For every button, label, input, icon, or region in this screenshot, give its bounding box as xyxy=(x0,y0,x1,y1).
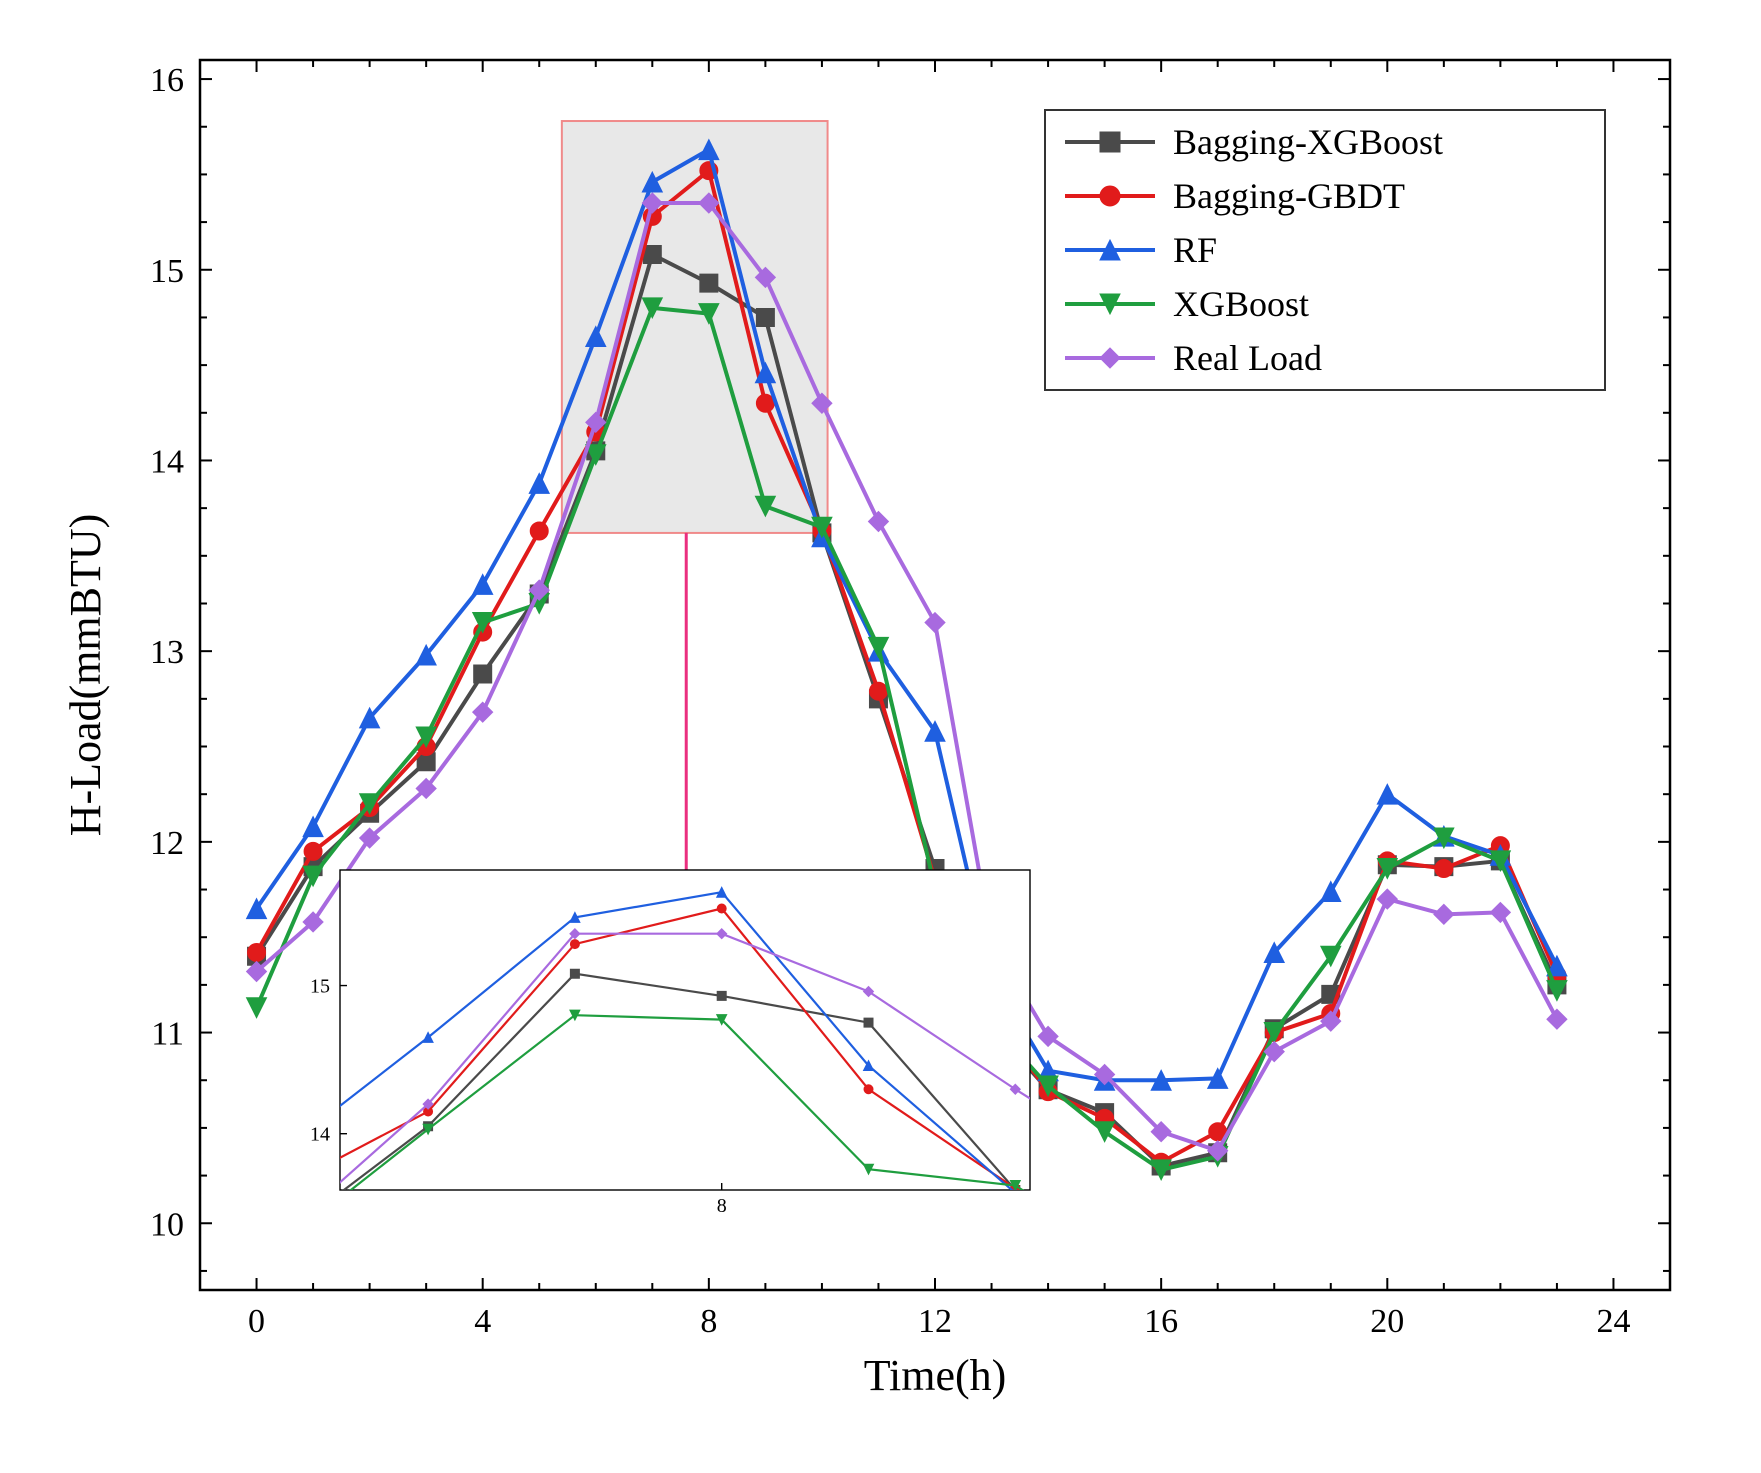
inset-x-tick: 8 xyxy=(717,1195,727,1217)
y-tick-label: 16 xyxy=(150,62,184,99)
legend-label: Bagging-GBDT xyxy=(1173,176,1405,216)
x-tick-label: 0 xyxy=(248,1303,265,1340)
x-tick-label: 12 xyxy=(918,1303,952,1340)
legend: Bagging-XGBoost Bagging-GBDT RF XGBoost Real… xyxy=(1045,110,1605,390)
y-tick-label: 12 xyxy=(150,825,184,862)
x-tick-label: 24 xyxy=(1596,1303,1630,1340)
y-tick-label: 15 xyxy=(150,253,184,290)
x-tick-label: 16 xyxy=(1144,1303,1178,1340)
chart-svg: 0 4 8 12 16 20 24 10 11 12 13 14 15 16 Time(h) H-Load(m… xyxy=(0,0,1761,1473)
legend-label: Real Load xyxy=(1173,338,1322,378)
chart-container: 0 4 8 12 16 20 24 10 11 12 13 14 15 16 Time(h) H-Load(m… xyxy=(0,0,1761,1473)
x-tick-label: 8 xyxy=(700,1303,717,1340)
inset-y-tick: 15 xyxy=(310,976,330,998)
legend-label: Bagging-XGBoost xyxy=(1173,122,1443,162)
x-axis-label: Time(h) xyxy=(864,1351,1007,1400)
y-tick-label: 10 xyxy=(150,1206,184,1243)
y-tick-label: 14 xyxy=(150,443,184,480)
x-tick-label: 20 xyxy=(1370,1303,1404,1340)
y-tick-label: 13 xyxy=(150,634,184,671)
inset-y-tick: 14 xyxy=(310,1124,330,1146)
y-axis-label: H-Load(mmBTU) xyxy=(61,514,110,837)
legend-label: RF xyxy=(1173,230,1217,270)
y-tick-label: 11 xyxy=(151,1016,184,1053)
legend-label: XGBoost xyxy=(1173,284,1309,324)
x-tick-label: 4 xyxy=(474,1303,491,1340)
